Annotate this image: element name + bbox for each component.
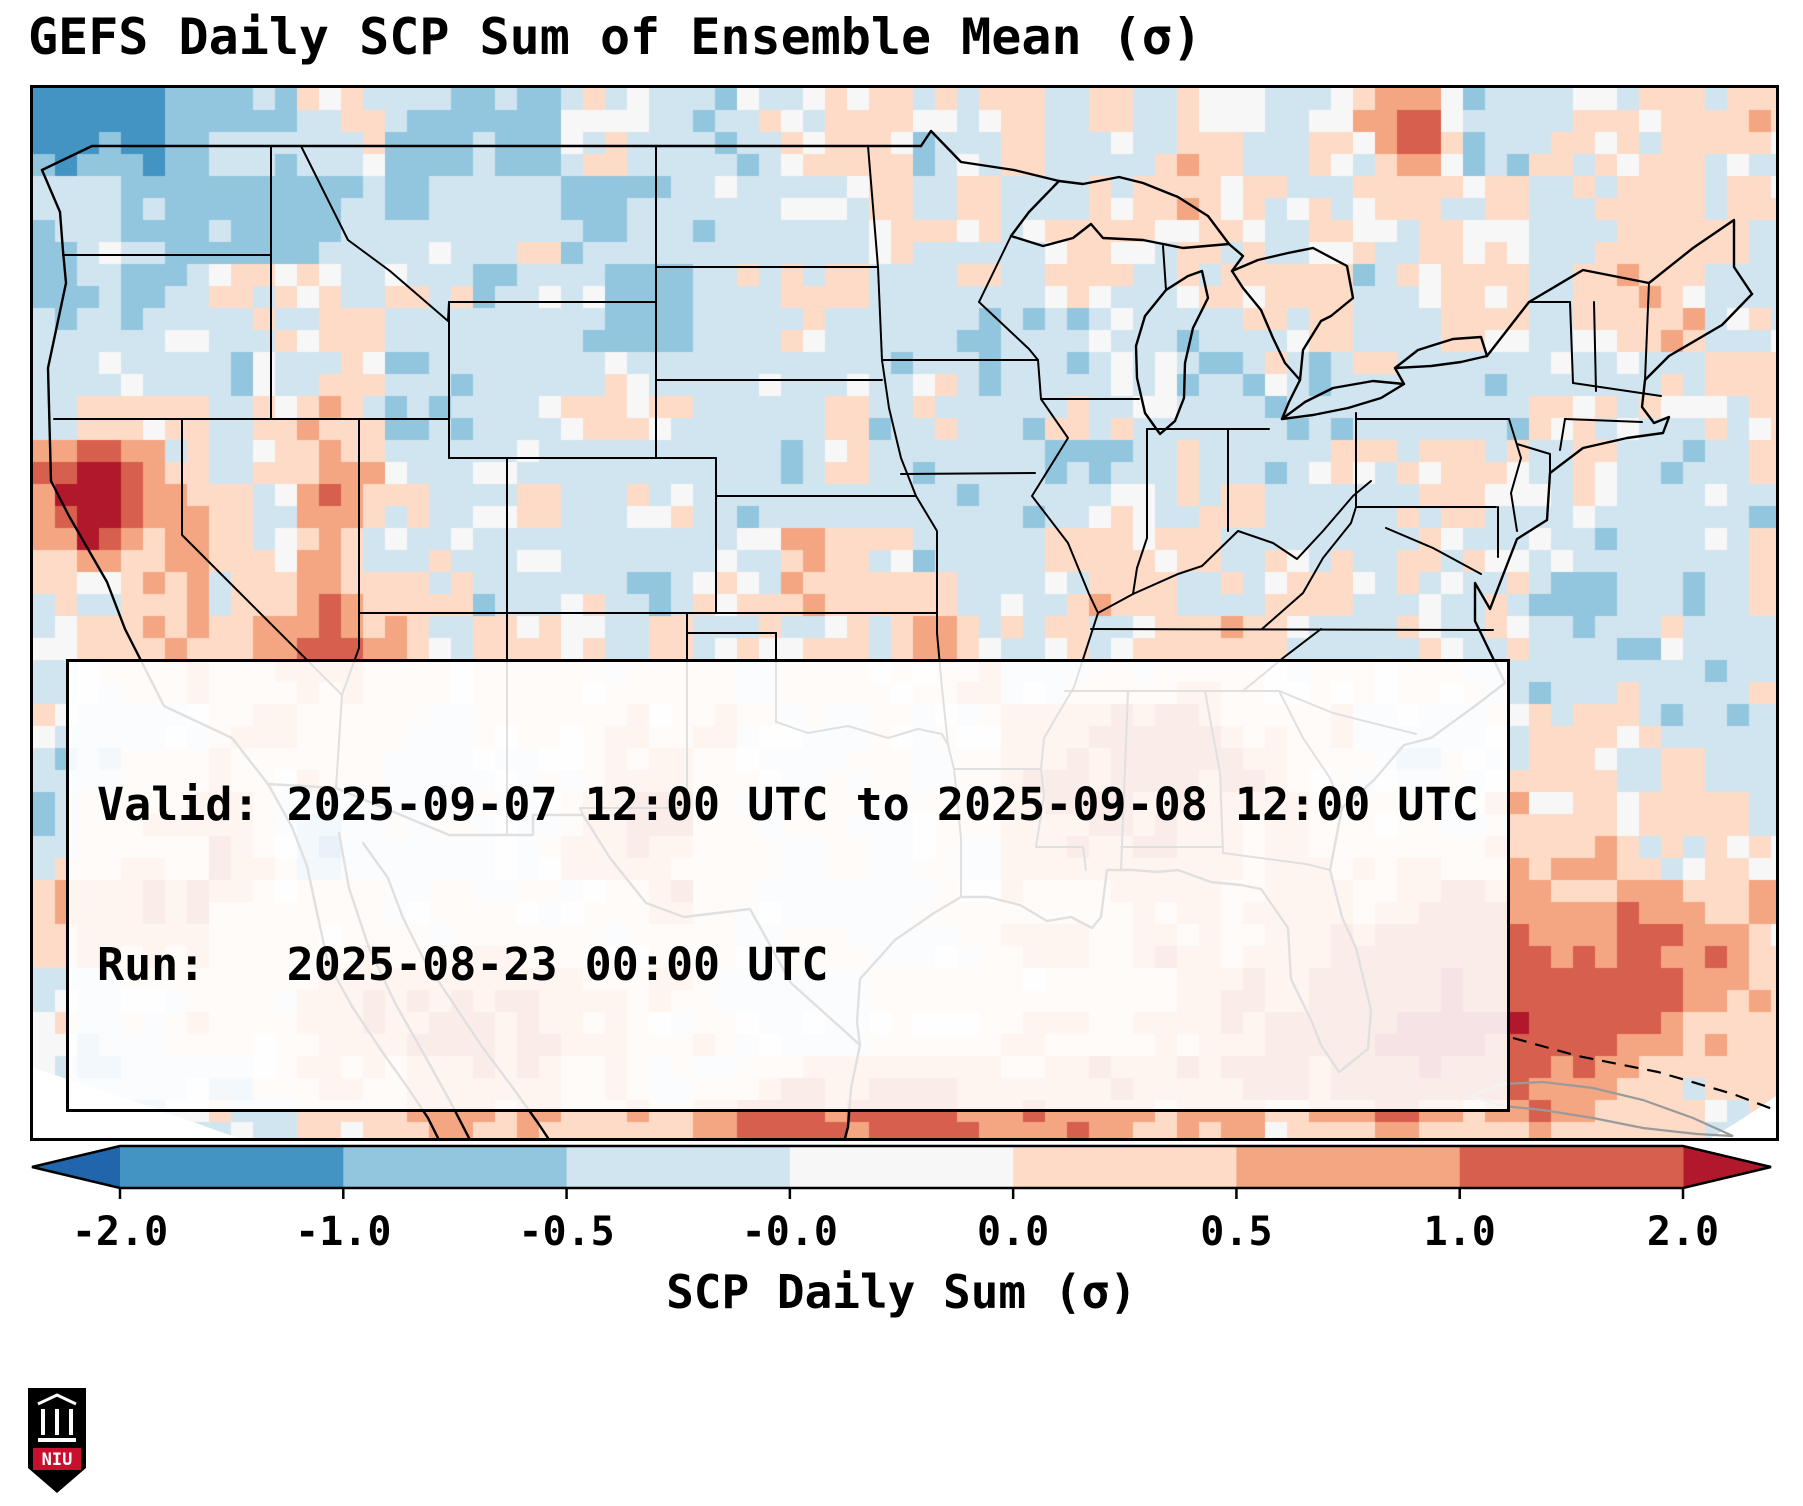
column-icon [41, 1409, 45, 1435]
pediment-icon [37, 1393, 77, 1406]
colorbar-tick-label: 0.0 [977, 1209, 1050, 1255]
colorbar-segment [566, 1146, 791, 1188]
column-icon [55, 1409, 59, 1435]
colorbar-segment [1459, 1146, 1684, 1188]
colorbar-tick-label: -0.0 [741, 1209, 839, 1255]
colorbar-svg [31, 1144, 1772, 1199]
colorbar-segment [789, 1146, 1014, 1188]
figure-title: GEFS Daily SCP Sum of Ensemble Mean (σ) [28, 8, 1202, 66]
niu-logo-text: NIU [42, 1450, 73, 1470]
colorbar-label: SCP Daily Sum (σ) [666, 1265, 1137, 1319]
red-band [33, 1448, 81, 1470]
niu-logo: NIU [26, 1386, 88, 1496]
valid-line: Valid: 2025-09-07 12:00 UTC to 2025-09-0… [97, 778, 1479, 832]
colorbar-arrow-left [32, 1146, 120, 1188]
colorbar-tick-label: 1.0 [1423, 1209, 1496, 1255]
run-line: Run: 2025-08-23 00:00 UTC [97, 937, 829, 991]
colorbar-segment [343, 1146, 568, 1188]
colorbar-arrow-right [1683, 1146, 1771, 1188]
colorbar-tick-label: 0.5 [1200, 1209, 1273, 1255]
base-line [38, 1438, 76, 1442]
niu-shield-icon: NIU [28, 1388, 86, 1493]
colorbar-tick-label: -1.0 [295, 1209, 392, 1255]
colorbar-segment [120, 1146, 344, 1188]
valid-run-infobox: Valid: 2025-09-07 12:00 UTC to 2025-09-0… [66, 659, 1510, 1112]
colorbar-tick-label: -2.0 [71, 1209, 169, 1255]
colorbar-tick-label: 2.0 [1646, 1209, 1720, 1255]
column-icon [69, 1409, 73, 1435]
map-panel: Valid: 2025-09-07 12:00 UTC to 2025-09-0… [30, 85, 1779, 1141]
colorbar-segment [1236, 1146, 1461, 1188]
colorbar: -2.0 -1.0 -0.5 -0.0 0.0 0.5 1.0 2.0 SCP Daily S… [30, 1143, 1773, 1373]
colorbar-tick-label: -0.5 [518, 1209, 615, 1255]
colorbar-segment [1013, 1146, 1237, 1188]
